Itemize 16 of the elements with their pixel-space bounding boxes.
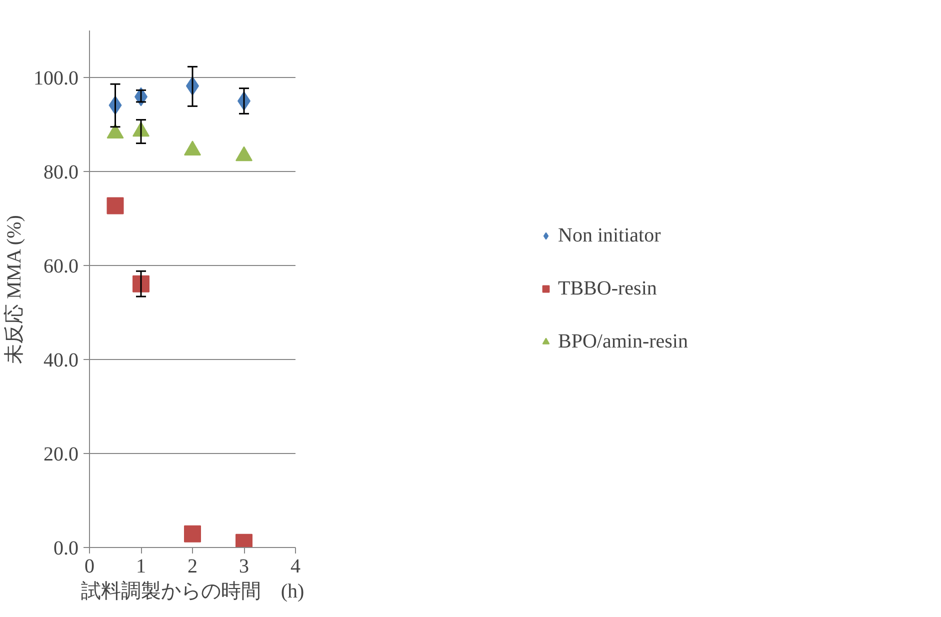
x-tick-label: 1 bbox=[136, 556, 146, 578]
x-tick-label: 2 bbox=[188, 556, 198, 578]
y-tick-label: 100.0 bbox=[34, 68, 78, 90]
x-tick-label: 0 bbox=[84, 556, 94, 578]
y-axis-title: 未反応 MMA (%) bbox=[2, 215, 26, 364]
y-tick-label: 40.0 bbox=[44, 350, 78, 372]
x-tick-label: 4 bbox=[290, 556, 300, 578]
legend-label: Non initiator bbox=[558, 224, 661, 247]
y-tick-label: 0.0 bbox=[54, 538, 78, 560]
x-axis-title: 試料調製からの時間 (h) bbox=[80, 580, 304, 602]
y-tick-label: 20.0 bbox=[44, 444, 78, 466]
x-tick-label: 3 bbox=[239, 556, 249, 578]
y-tick-label: 60.0 bbox=[44, 256, 78, 278]
legend-label: BPO/amin-resin bbox=[558, 330, 688, 353]
y-tick-label: 80.0 bbox=[44, 162, 78, 184]
legend-label: TBBO-resin bbox=[558, 277, 657, 300]
